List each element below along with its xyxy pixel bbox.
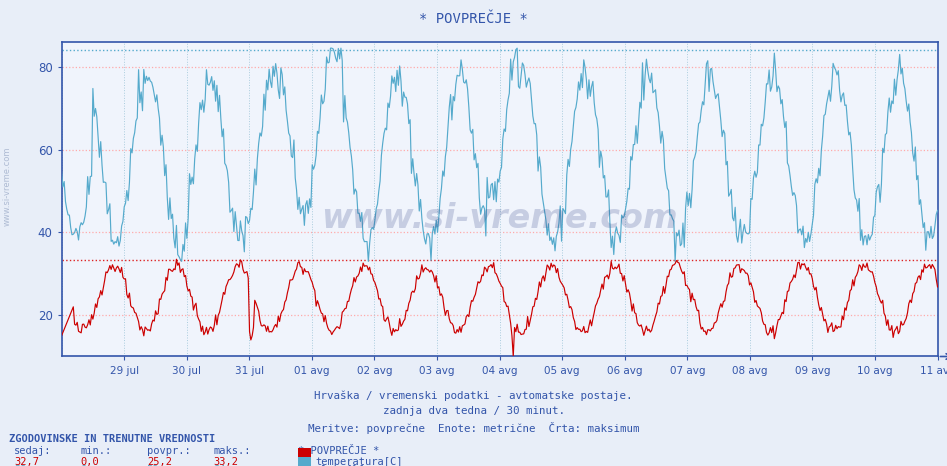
Text: sedaj:: sedaj:: [14, 446, 52, 456]
Text: 0: 0: [80, 465, 87, 466]
Text: vlaga[%]: vlaga[%]: [315, 465, 366, 466]
Text: ZGODOVINSKE IN TRENUTNE VREDNOSTI: ZGODOVINSKE IN TRENUTNE VREDNOSTI: [9, 434, 216, 444]
Text: 59: 59: [147, 465, 159, 466]
Text: maks.:: maks.:: [213, 446, 251, 456]
Text: www.si-vreme.com: www.si-vreme.com: [321, 202, 678, 234]
Text: 84: 84: [213, 465, 225, 466]
Text: Hrvaška / vremenski podatki - avtomatske postaje.: Hrvaška / vremenski podatki - avtomatske…: [314, 391, 633, 401]
Text: Meritve: povprečne  Enote: metrične  Črta: maksimum: Meritve: povprečne Enote: metrične Črta:…: [308, 422, 639, 434]
Text: 32,7: 32,7: [14, 457, 39, 466]
Text: zadnja dva tedna / 30 minut.: zadnja dva tedna / 30 minut.: [383, 406, 564, 416]
Text: 39: 39: [14, 465, 27, 466]
Text: 25,2: 25,2: [147, 457, 171, 466]
Text: www.si-vreme.com: www.si-vreme.com: [3, 147, 12, 226]
Text: 33,2: 33,2: [213, 457, 238, 466]
Text: min.:: min.:: [80, 446, 112, 456]
Text: temperatura[C]: temperatura[C]: [315, 457, 402, 466]
Text: 0,0: 0,0: [80, 457, 99, 466]
Text: * POVPREČJE *: * POVPREČJE *: [298, 446, 380, 456]
Text: povpr.:: povpr.:: [147, 446, 190, 456]
Text: * POVPREČJE *: * POVPREČJE *: [420, 12, 527, 26]
